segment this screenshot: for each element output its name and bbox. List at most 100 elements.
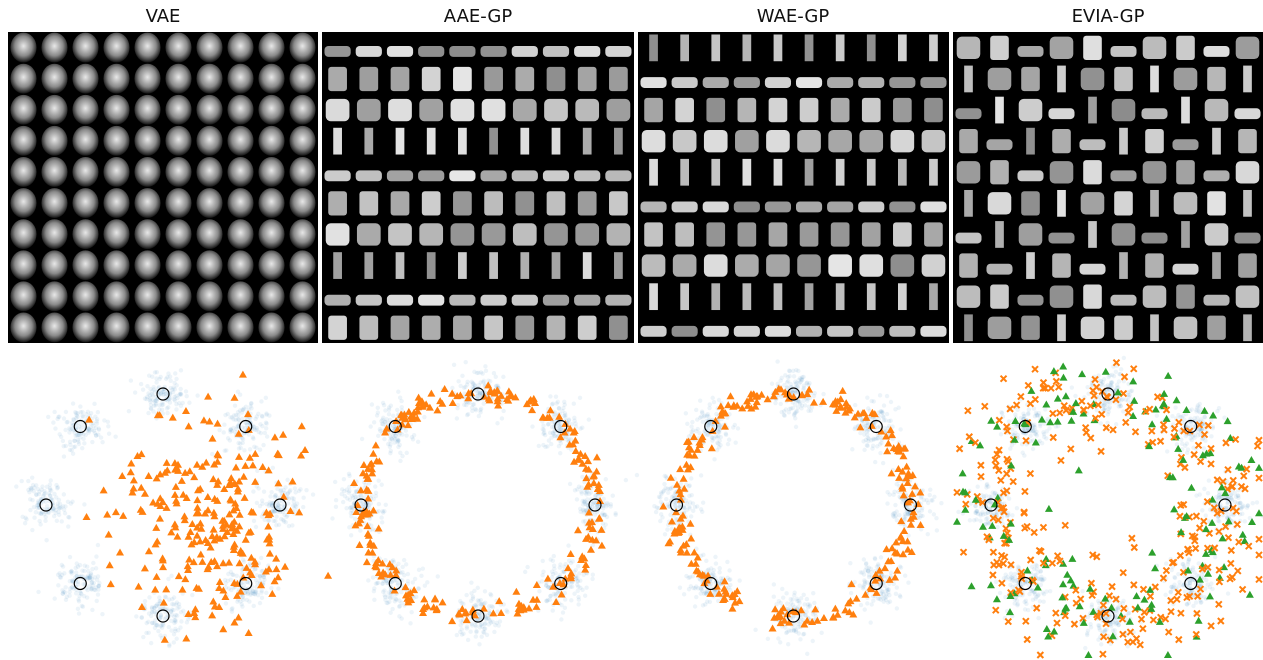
prior-sample	[666, 490, 670, 494]
prior-sample	[727, 438, 731, 442]
sample-tile	[858, 201, 884, 212]
prior-sample	[1240, 512, 1244, 516]
sample-tile	[1081, 68, 1105, 90]
prior-sample	[23, 521, 27, 525]
encoded-sample	[375, 524, 383, 531]
prior-sample	[238, 599, 242, 603]
sample-tile	[1048, 108, 1074, 119]
sample-tile	[680, 283, 689, 310]
encoded-sample	[512, 588, 520, 595]
sample-tile	[10, 126, 36, 156]
prior-sample	[178, 387, 182, 391]
prior-sample	[233, 403, 237, 407]
prior-sample	[169, 628, 173, 632]
prior-sample	[382, 403, 386, 407]
prior-sample	[54, 495, 58, 499]
prior-sample	[1054, 424, 1058, 428]
sample-tile	[704, 130, 728, 152]
prior-sample	[156, 629, 160, 633]
prior-sample	[146, 631, 150, 635]
encoded-sample	[210, 526, 218, 533]
prior-sample	[897, 513, 901, 517]
prior-sample	[187, 401, 191, 405]
sample-tile	[742, 34, 751, 61]
sample-tile	[1236, 161, 1260, 183]
prior-sample	[609, 502, 613, 506]
sample-tile	[544, 223, 568, 245]
prior-sample	[251, 489, 255, 493]
sample-tile	[482, 99, 506, 121]
prior-sample	[551, 559, 555, 563]
encoded-sample	[259, 463, 267, 470]
prior-sample	[372, 598, 376, 602]
prior-sample	[483, 589, 487, 593]
prior-sample	[776, 636, 780, 640]
prior-sample	[245, 598, 249, 602]
prior-sample	[67, 594, 71, 598]
sample-tile	[103, 250, 129, 280]
prior-sample	[665, 527, 669, 531]
prior-sample	[49, 478, 53, 482]
prior-sample	[83, 433, 87, 437]
prior-sample	[1229, 493, 1233, 497]
encoded-sample	[420, 595, 428, 602]
sample-tile	[482, 223, 506, 245]
prior-sample	[1183, 589, 1187, 593]
prior-sample	[248, 404, 252, 408]
prior-sample	[60, 588, 64, 592]
prior-sample	[458, 623, 462, 627]
prior-sample	[558, 565, 562, 569]
sample-tile	[1176, 160, 1195, 184]
sample-tile	[289, 33, 315, 63]
sample-tile	[858, 77, 884, 88]
prior-sample	[134, 614, 138, 618]
prior-sample	[311, 492, 315, 496]
prior-sample	[770, 382, 774, 386]
sample-tile	[289, 250, 315, 280]
sample-tile	[10, 157, 36, 187]
prior-sample	[369, 501, 373, 505]
prior-sample	[1112, 374, 1116, 378]
prior-sample	[578, 396, 582, 400]
prior-sample	[859, 603, 863, 607]
sample-tile	[1026, 128, 1035, 155]
sample-tile	[453, 191, 472, 215]
prior-sample	[590, 577, 594, 581]
encoded-sample	[188, 520, 196, 527]
sample-tile	[328, 316, 347, 340]
sample-tile	[766, 130, 790, 152]
sample-tile	[103, 281, 129, 311]
sample-tile	[451, 223, 475, 245]
sample-tile	[324, 46, 350, 57]
sample-tile	[1083, 285, 1102, 309]
prior-sample	[397, 614, 401, 618]
prior-sample	[106, 420, 110, 424]
sample-tile	[738, 222, 757, 246]
prior-sample	[404, 429, 408, 433]
prior-sample	[450, 386, 454, 390]
prior-sample	[1130, 389, 1134, 393]
sample-tile	[422, 67, 441, 91]
prior-sample	[1070, 385, 1074, 389]
prior-sample	[505, 610, 509, 614]
prior-sample	[34, 510, 38, 514]
prior-sample	[406, 572, 410, 576]
sample-tile	[520, 128, 529, 155]
prior-sample	[892, 490, 896, 494]
sample-tile	[359, 67, 378, 91]
encoded-sample	[153, 573, 161, 580]
sample-tile	[357, 223, 381, 245]
encoded-sample	[83, 513, 91, 520]
sample-tile	[484, 191, 503, 215]
prior-sample	[459, 601, 463, 605]
prior-sample	[925, 498, 929, 502]
encoded-sample	[363, 558, 371, 565]
prior-sample	[481, 380, 485, 384]
sample-tile	[672, 77, 698, 88]
sample-tile	[10, 219, 36, 249]
sample-tile	[574, 46, 600, 57]
prior-sample	[1032, 567, 1036, 571]
prior-sample	[1243, 519, 1247, 523]
prior-sample	[376, 406, 380, 410]
panel-title: EVIA-GP	[1072, 6, 1145, 27]
